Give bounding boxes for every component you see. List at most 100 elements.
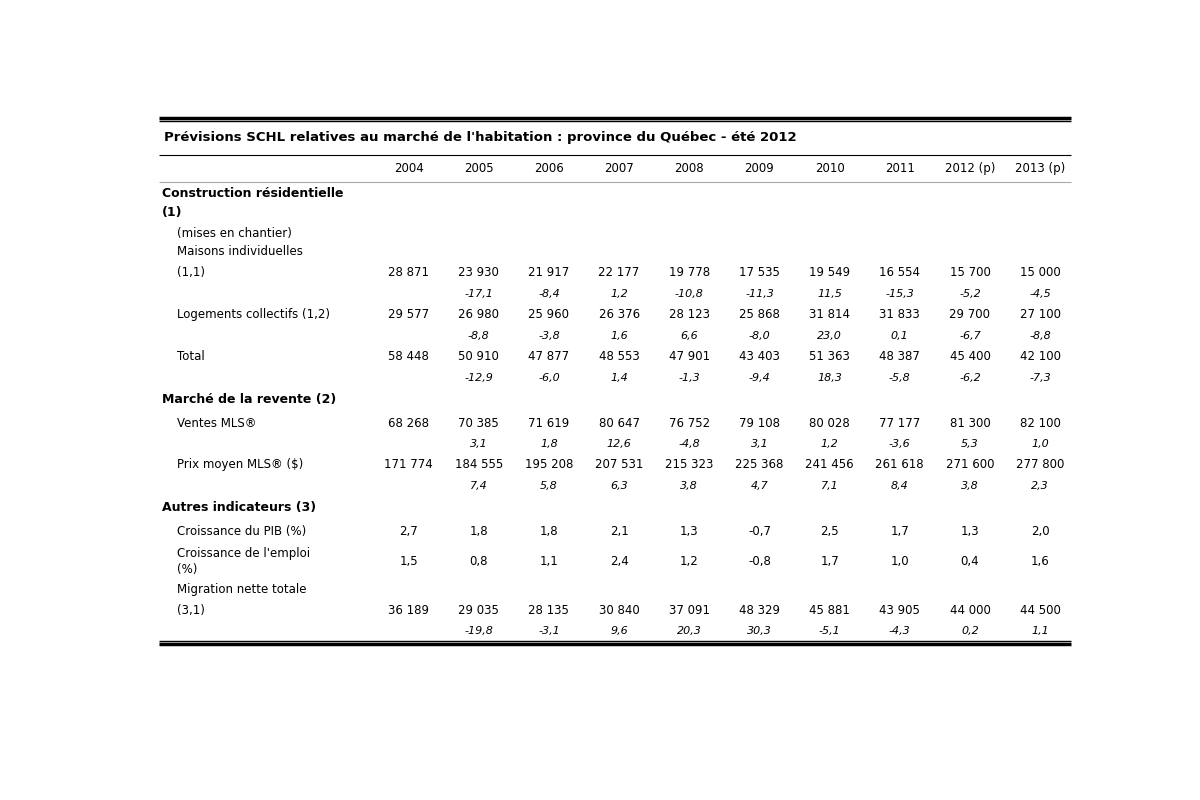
Text: 31 814: 31 814 xyxy=(809,308,850,321)
Text: 48 553: 48 553 xyxy=(599,350,640,363)
Text: Marché de la revente (2): Marché de la revente (2) xyxy=(162,393,336,406)
Text: 1,6: 1,6 xyxy=(611,330,628,341)
Text: 1,8: 1,8 xyxy=(469,525,488,538)
Text: 48 329: 48 329 xyxy=(739,604,780,617)
Text: 28 123: 28 123 xyxy=(668,308,709,321)
Text: -6,7: -6,7 xyxy=(959,330,980,341)
Text: 19 549: 19 549 xyxy=(809,266,850,279)
Text: 20,3: 20,3 xyxy=(677,626,702,636)
Text: -9,4: -9,4 xyxy=(749,373,770,382)
Text: Migration nette totale: Migration nette totale xyxy=(162,583,306,596)
Text: -19,8: -19,8 xyxy=(464,626,493,636)
Text: 15 000: 15 000 xyxy=(1020,266,1061,279)
Text: 2008: 2008 xyxy=(674,162,704,175)
Text: 25 960: 25 960 xyxy=(528,308,570,321)
Text: 21 917: 21 917 xyxy=(528,266,570,279)
Text: 1,8: 1,8 xyxy=(540,439,558,449)
Text: 2,0: 2,0 xyxy=(1031,525,1050,538)
Text: 15 700: 15 700 xyxy=(949,266,990,279)
Text: 215 323: 215 323 xyxy=(665,458,714,471)
Text: -4,8: -4,8 xyxy=(678,439,700,449)
Text: -5,8: -5,8 xyxy=(889,373,911,382)
Text: 42 100: 42 100 xyxy=(1020,350,1061,363)
Text: -7,3: -7,3 xyxy=(1030,373,1051,382)
Text: 3,1: 3,1 xyxy=(470,439,487,449)
Text: 3,8: 3,8 xyxy=(961,481,979,491)
Text: -0,7: -0,7 xyxy=(748,525,770,538)
Text: 5,3: 5,3 xyxy=(961,439,979,449)
Text: 48 387: 48 387 xyxy=(880,350,920,363)
Text: 261 618: 261 618 xyxy=(876,458,924,471)
Text: -5,2: -5,2 xyxy=(959,289,980,298)
Text: 1,3: 1,3 xyxy=(961,525,979,538)
Text: Logements collectifs (1,2): Logements collectifs (1,2) xyxy=(162,308,330,321)
Text: 36 189: 36 189 xyxy=(388,604,430,617)
Text: 1,7: 1,7 xyxy=(821,555,839,568)
Text: 43 403: 43 403 xyxy=(739,350,780,363)
Text: Autres indicateurs (3): Autres indicateurs (3) xyxy=(162,501,317,514)
Text: 271 600: 271 600 xyxy=(946,458,995,471)
Text: -3,8: -3,8 xyxy=(538,330,559,341)
Text: -4,3: -4,3 xyxy=(889,626,911,636)
Text: 2,5: 2,5 xyxy=(821,525,839,538)
Text: 6,3: 6,3 xyxy=(611,481,628,491)
Text: 76 752: 76 752 xyxy=(668,417,710,430)
Text: 2009: 2009 xyxy=(744,162,774,175)
Text: 0,1: 0,1 xyxy=(890,330,908,341)
Text: 58 448: 58 448 xyxy=(388,350,430,363)
Text: -0,8: -0,8 xyxy=(748,555,770,568)
Text: 51 363: 51 363 xyxy=(809,350,850,363)
Text: 45 400: 45 400 xyxy=(949,350,990,363)
Text: Total: Total xyxy=(162,350,205,363)
Text: 29 577: 29 577 xyxy=(388,308,430,321)
Text: -4,5: -4,5 xyxy=(1030,289,1051,298)
Text: 2013 (p): 2013 (p) xyxy=(1015,162,1066,175)
Text: (mises en chantier): (mises en chantier) xyxy=(162,227,292,240)
Text: 2,7: 2,7 xyxy=(400,525,418,538)
Text: 225 368: 225 368 xyxy=(736,458,784,471)
Text: 44 000: 44 000 xyxy=(949,604,990,617)
Text: 2007: 2007 xyxy=(605,162,634,175)
Text: 71 619: 71 619 xyxy=(528,417,570,430)
Text: -17,1: -17,1 xyxy=(464,289,493,298)
Text: 81 300: 81 300 xyxy=(949,417,990,430)
Text: 2010: 2010 xyxy=(815,162,845,175)
Text: 2,1: 2,1 xyxy=(610,525,629,538)
Text: (%): (%) xyxy=(162,563,198,576)
Text: 80 647: 80 647 xyxy=(599,417,640,430)
Text: 1,2: 1,2 xyxy=(611,289,628,298)
Text: 1,6: 1,6 xyxy=(1031,555,1050,568)
Text: (3,1): (3,1) xyxy=(162,604,205,617)
Text: -8,0: -8,0 xyxy=(749,330,770,341)
Text: 1,1: 1,1 xyxy=(1031,626,1049,636)
Text: 2012 (p): 2012 (p) xyxy=(944,162,995,175)
Text: 26 980: 26 980 xyxy=(458,308,499,321)
Text: 1,2: 1,2 xyxy=(680,555,698,568)
Text: 1,8: 1,8 xyxy=(540,525,558,538)
Text: -15,3: -15,3 xyxy=(886,289,914,298)
Text: 47 877: 47 877 xyxy=(528,350,570,363)
Text: 28 871: 28 871 xyxy=(388,266,430,279)
Text: 28 135: 28 135 xyxy=(528,604,569,617)
Text: 9,6: 9,6 xyxy=(611,626,628,636)
Text: 29 700: 29 700 xyxy=(949,308,990,321)
Text: 1,0: 1,0 xyxy=(890,555,910,568)
Text: 31 833: 31 833 xyxy=(880,308,920,321)
Text: 277 800: 277 800 xyxy=(1016,458,1064,471)
Text: 1,2: 1,2 xyxy=(821,439,839,449)
Text: -1,3: -1,3 xyxy=(678,373,700,382)
Text: 7,1: 7,1 xyxy=(821,481,839,491)
Text: 1,7: 1,7 xyxy=(890,525,910,538)
Text: 1,3: 1,3 xyxy=(680,525,698,538)
Text: 70 385: 70 385 xyxy=(458,417,499,430)
Text: (1,1): (1,1) xyxy=(162,266,205,279)
Text: -3,1: -3,1 xyxy=(538,626,559,636)
Text: 8,4: 8,4 xyxy=(890,481,908,491)
Text: -12,9: -12,9 xyxy=(464,373,493,382)
Text: -10,8: -10,8 xyxy=(674,289,703,298)
Text: 27 100: 27 100 xyxy=(1020,308,1061,321)
Text: 4,7: 4,7 xyxy=(750,481,768,491)
Text: 12,6: 12,6 xyxy=(607,439,631,449)
Text: 7,4: 7,4 xyxy=(470,481,487,491)
Text: Prévisions SCHL relatives au marché de l'habitation : province du Québec - été 2: Prévisions SCHL relatives au marché de l… xyxy=(164,131,797,144)
